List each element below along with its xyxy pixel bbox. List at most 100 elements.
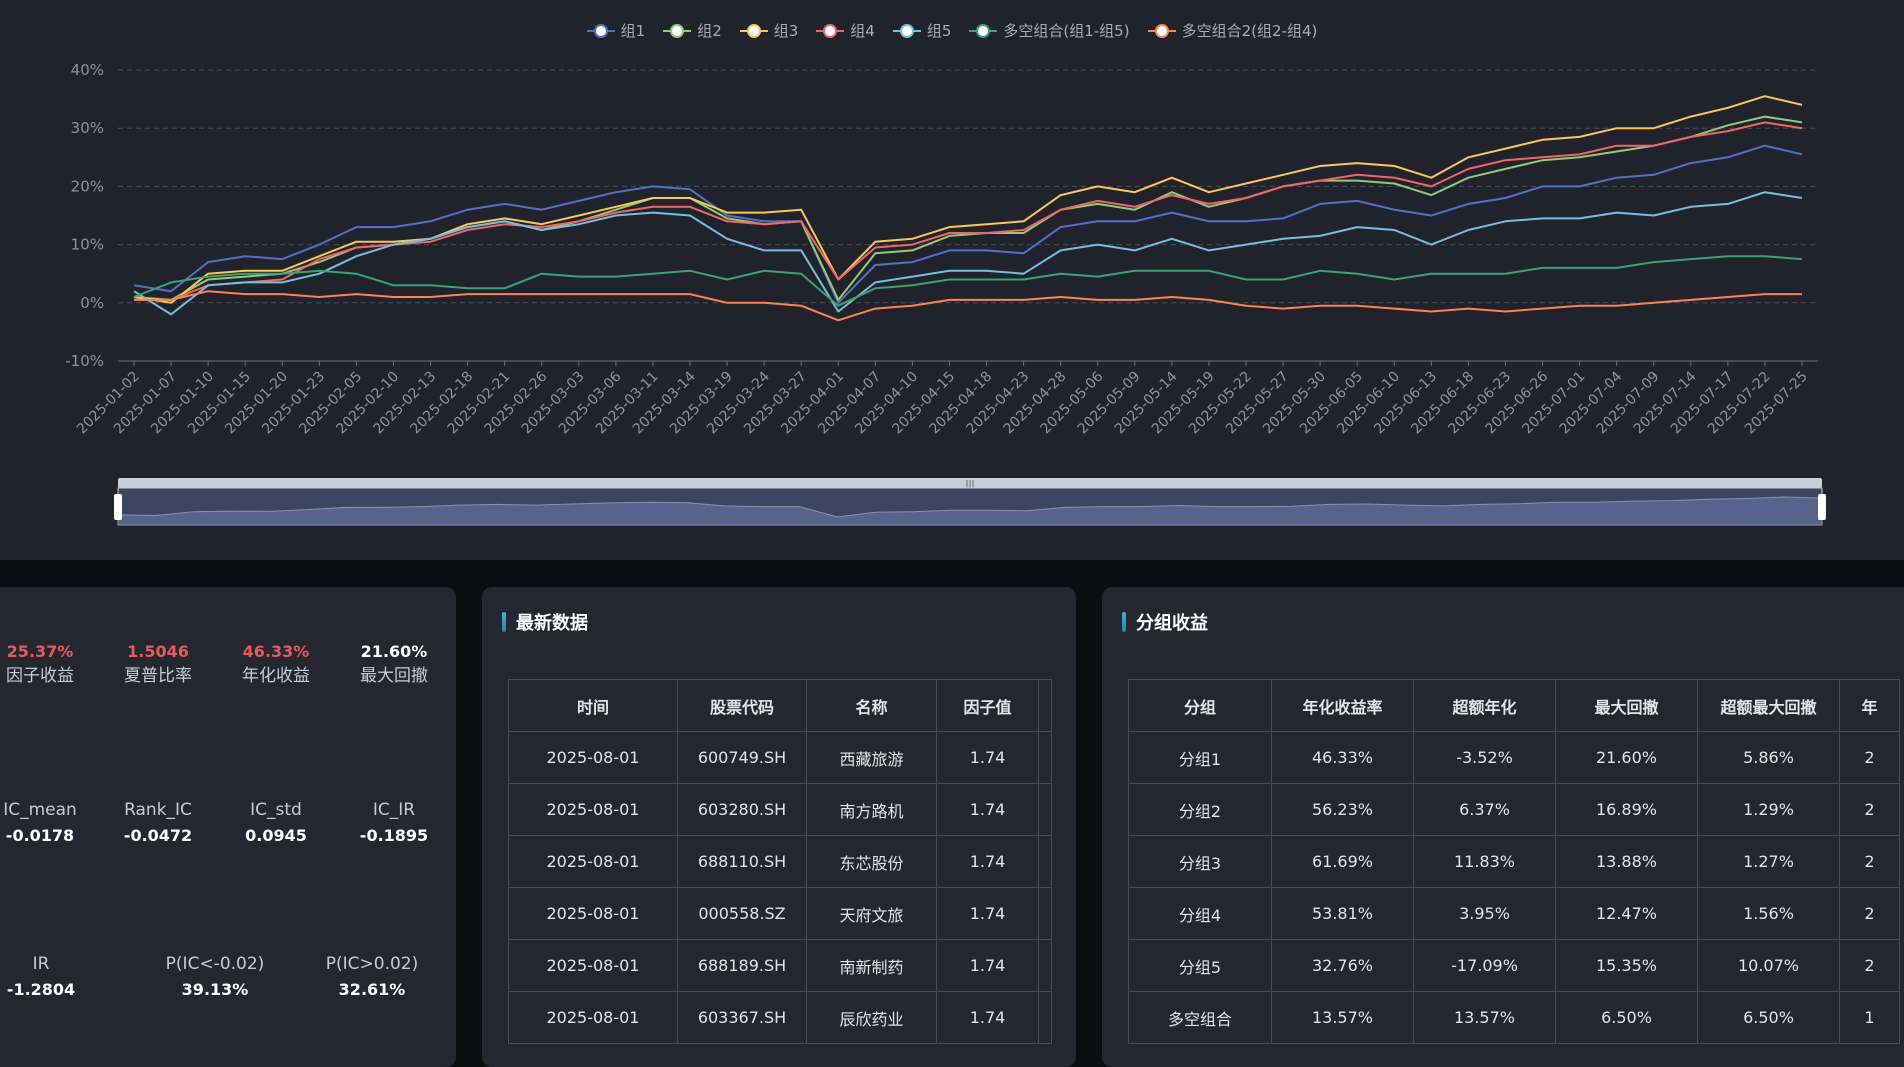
table-row: 分组2 56.23% 6.37% 16.89% 1.29% 2 [1128, 783, 1900, 836]
table-cell-spacer [1038, 731, 1052, 784]
stat-label: IR [32, 954, 50, 974]
slider-grip-icon[interactable]: ||| [965, 480, 974, 490]
table-cell: 12.47% [1555, 887, 1698, 940]
table-row: 2025-08-01 000558.SZ 天府文旅 1.74 [508, 887, 1052, 940]
stat-label: P(IC>0.02) [325, 954, 419, 974]
table-row: 2025-08-01 603367.SH 辰欣药业 1.74 [508, 991, 1052, 1044]
table-cell: 6.50% [1697, 991, 1840, 1044]
stat-label: IC_std [250, 800, 302, 820]
y-tick-label: 10% [71, 236, 104, 254]
legend-item[interactable]: 组1 [586, 20, 645, 41]
table-cell: 2025-08-01 [508, 887, 678, 940]
table-row: 2025-08-01 688189.SH 南新制药 1.74 [508, 939, 1052, 992]
column-header[interactable]: 分组 [1128, 679, 1272, 732]
y-tick-label: -10% [65, 352, 104, 370]
table-cell: 15.35% [1555, 939, 1698, 992]
column-header[interactable]: 年化收益率 [1271, 679, 1414, 732]
slider-track[interactable] [118, 478, 1822, 488]
stat-value: 25.37% [6, 642, 74, 661]
table-cell: 1.74 [936, 783, 1039, 836]
column-spacer [1038, 679, 1052, 732]
legend-marker-icon [892, 23, 921, 38]
table-cell: 辰欣药业 [806, 991, 937, 1044]
column-header[interactable]: 超额年化 [1413, 679, 1556, 732]
table-cell: 603280.SH [677, 783, 807, 836]
stat-value: 39.13% [181, 980, 249, 999]
legend-item[interactable]: 多空组合2(组2-组4) [1147, 20, 1317, 41]
series-line [133, 115, 1803, 301]
table-cell: 分组4 [1128, 887, 1272, 940]
table-cell: 13.57% [1413, 991, 1556, 1044]
column-header[interactable]: 最大回撤 [1555, 679, 1698, 732]
table-cell: 6.50% [1555, 991, 1698, 1044]
table-cell: 2 [1839, 835, 1900, 888]
legend-marker-icon [586, 23, 615, 38]
stat-item: Rank_IC -0.0472 [103, 800, 213, 845]
table-cell: -17.09% [1413, 939, 1556, 992]
table-cell: 南新制药 [806, 939, 937, 992]
table-row: 2025-08-01 603280.SH 南方路机 1.74 [508, 783, 1052, 836]
group-returns-table: 分组 年化收益率 超额年化 最大回撤 超额最大回撤年 分组1 46.33% -3.52% 21… [1128, 679, 1900, 1044]
column-header[interactable]: 因子值 [936, 679, 1039, 732]
legend-item[interactable]: 组2 [663, 20, 722, 41]
stat-item: P(IC<-0.02) 39.13% [160, 954, 270, 999]
table-cell: 600749.SH [677, 731, 807, 784]
column-header[interactable]: 超额最大回撤 [1697, 679, 1840, 732]
series-line [133, 255, 1803, 307]
slider-handle-left[interactable] [114, 494, 122, 520]
column-header[interactable]: 时间 [508, 679, 678, 732]
table-cell: 2025-08-01 [508, 939, 678, 992]
series-line [133, 95, 1803, 304]
table-cell: 西藏旅游 [806, 731, 937, 784]
stat-value: -1.2804 [6, 980, 76, 999]
series-line [133, 144, 1803, 304]
stat-value: -0.0472 [123, 826, 193, 845]
stat-label: 最大回撤 [360, 666, 428, 686]
stat-value: 46.33% [242, 642, 310, 661]
legend-marker-icon [739, 23, 768, 38]
table-cell: 分组2 [1128, 783, 1272, 836]
legend-marker-icon [1147, 23, 1176, 38]
table-cell: 56.23% [1271, 783, 1414, 836]
slider-handle-right[interactable] [1818, 494, 1826, 520]
table-cell: 32.76% [1271, 939, 1414, 992]
table-cell-spacer [1038, 939, 1052, 992]
table-cell: 46.33% [1271, 731, 1414, 784]
slider-preview [117, 496, 1823, 526]
table-cell: 5.86% [1697, 731, 1840, 784]
table-cell: 2025-08-01 [508, 991, 678, 1044]
stat-label: P(IC<-0.02) [165, 954, 265, 974]
chart-area: 组1 组2 组3 组4 组5 多空组合(组1-组5) 多空组合2(组2-组4) 40% 30%… [0, 0, 1904, 560]
column-header[interactable]: 年 [1839, 679, 1900, 732]
stat-label: 夏普比率 [124, 666, 192, 686]
table-cell: 688189.SH [677, 939, 807, 992]
table-cell: 2 [1839, 939, 1900, 992]
legend-item[interactable]: 多空组合(组1-组5) [969, 20, 1130, 41]
legend-item[interactable]: 组4 [816, 20, 875, 41]
table-cell: 603367.SH [677, 991, 807, 1044]
table-cell: 53.81% [1271, 887, 1414, 940]
table-cell-spacer [1038, 887, 1052, 940]
table-row: 2025-08-01 600749.SH 西藏旅游 1.74 [508, 731, 1052, 784]
y-tick-label: 30% [71, 119, 104, 137]
stat-item: 1.5046 夏普比率 [103, 642, 213, 686]
latest-data-title: 最新数据 [502, 609, 588, 635]
table-cell: 1.74 [936, 731, 1039, 784]
legend-item[interactable]: 组3 [739, 20, 798, 41]
stat-item: IC_mean -0.0178 [0, 800, 95, 845]
stat-value: 0.0945 [245, 826, 307, 845]
stat-item: 21.60% 最大回撤 [339, 642, 449, 686]
table-cell: 2 [1839, 731, 1900, 784]
table-cell: 天府文旅 [806, 887, 937, 940]
table-cell: 分组3 [1128, 835, 1272, 888]
table-cell: 南方路机 [806, 783, 937, 836]
legend-item[interactable]: 组5 [892, 20, 951, 41]
stats-panel: 25.37% 因子收益 1.5046 夏普比率 46.33% 年化收益 21.60% 最大回撤… [0, 587, 456, 1067]
table-cell: 13.57% [1271, 991, 1414, 1044]
stat-item: IC_IR -0.1895 [339, 800, 449, 845]
table-cell: 1 [1839, 991, 1900, 1044]
stat-item: IR -1.2804 [0, 954, 96, 999]
column-header[interactable]: 股票代码 [677, 679, 807, 732]
table-cell: 2025-08-01 [508, 783, 678, 836]
column-header[interactable]: 名称 [806, 679, 937, 732]
